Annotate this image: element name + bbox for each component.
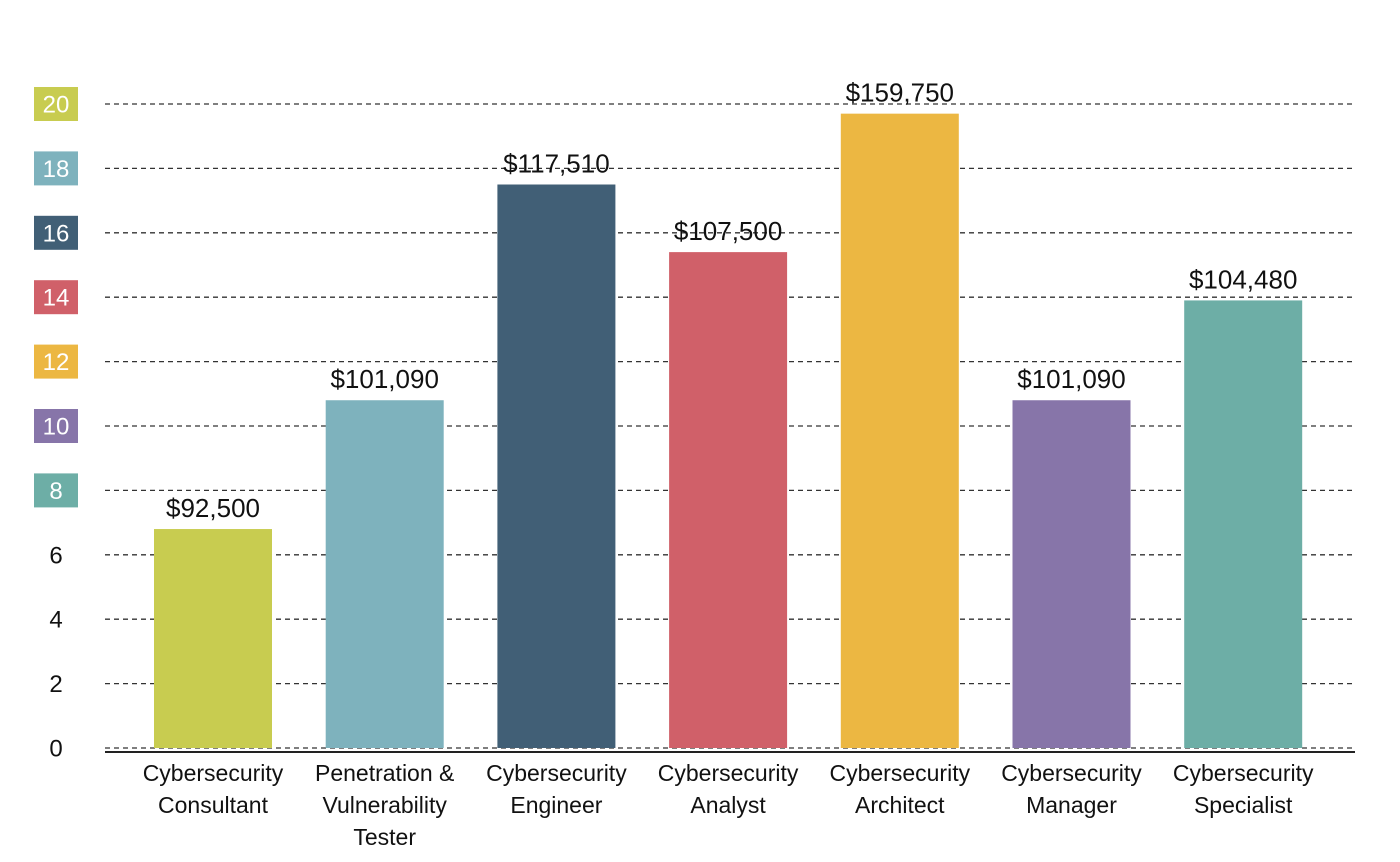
x-tick-label: Cybersecurity Analyst [658, 760, 799, 818]
data-label: $101,090 [330, 364, 438, 394]
bar [325, 400, 444, 748]
y-tick-badge [34, 87, 78, 121]
y-tick-badge [34, 473, 78, 508]
y-axis-ticks: 0 2 4 6 8 10 12 14 16 18 20 [34, 87, 78, 763]
x-tick-label: Cybersecurity Engineer [486, 760, 627, 818]
y-tick-badge [34, 344, 78, 379]
y-tick-label: 8 [49, 478, 62, 505]
bar [669, 252, 788, 748]
x-tick-label: Cybersecurity Consultant [143, 760, 284, 818]
y-tick-badge [34, 280, 78, 315]
x-tick-label: Cybersecurity Architect [829, 760, 970, 818]
y-tick-badge [34, 215, 78, 250]
data-label: $92,500 [166, 493, 260, 523]
data-label: $159,750 [846, 78, 954, 108]
y-tick-label: 14 [43, 285, 70, 312]
y-tick-label: 20 [43, 92, 70, 119]
x-axis-labels: Cybersecurity Consultant Penetration & Vuln… [143, 760, 1314, 850]
x-tick-label: Cybersecurity Specialist [1173, 760, 1314, 818]
bar [154, 529, 272, 748]
x-tick-label: Cybersecurity Manager [1001, 760, 1142, 818]
data-label: $117,510 [503, 149, 610, 179]
data-label: $104,480 [1189, 264, 1297, 294]
data-label: $107,500 [674, 216, 782, 246]
y-tick-label: 10 [43, 414, 70, 441]
y-tick-label: 16 [43, 220, 70, 247]
data-labels: $92,500 $101,090 $117,510 $107,500 $159,750 $… [166, 78, 1297, 523]
x-tick-label: Penetration & Vulnerability Tester [315, 760, 454, 850]
y-tick-label: 0 [49, 736, 62, 763]
bar [1184, 300, 1303, 748]
y-tick-badge [34, 409, 78, 443]
data-label: $101,090 [1017, 364, 1125, 394]
bar [840, 113, 959, 748]
y-tick-label: 2 [49, 671, 62, 698]
y-tick-label: 12 [43, 349, 70, 376]
y-tick-label: 18 [43, 156, 70, 183]
bar [1012, 400, 1131, 748]
y-tick-label: 4 [49, 607, 62, 634]
bars [154, 113, 1303, 748]
bar [497, 184, 616, 748]
y-tick-badge [34, 151, 78, 186]
y-tick-label: 6 [49, 542, 62, 569]
